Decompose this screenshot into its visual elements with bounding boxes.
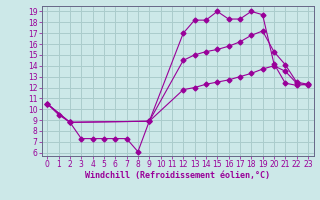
X-axis label: Windchill (Refroidissement éolien,°C): Windchill (Refroidissement éolien,°C)	[85, 171, 270, 180]
